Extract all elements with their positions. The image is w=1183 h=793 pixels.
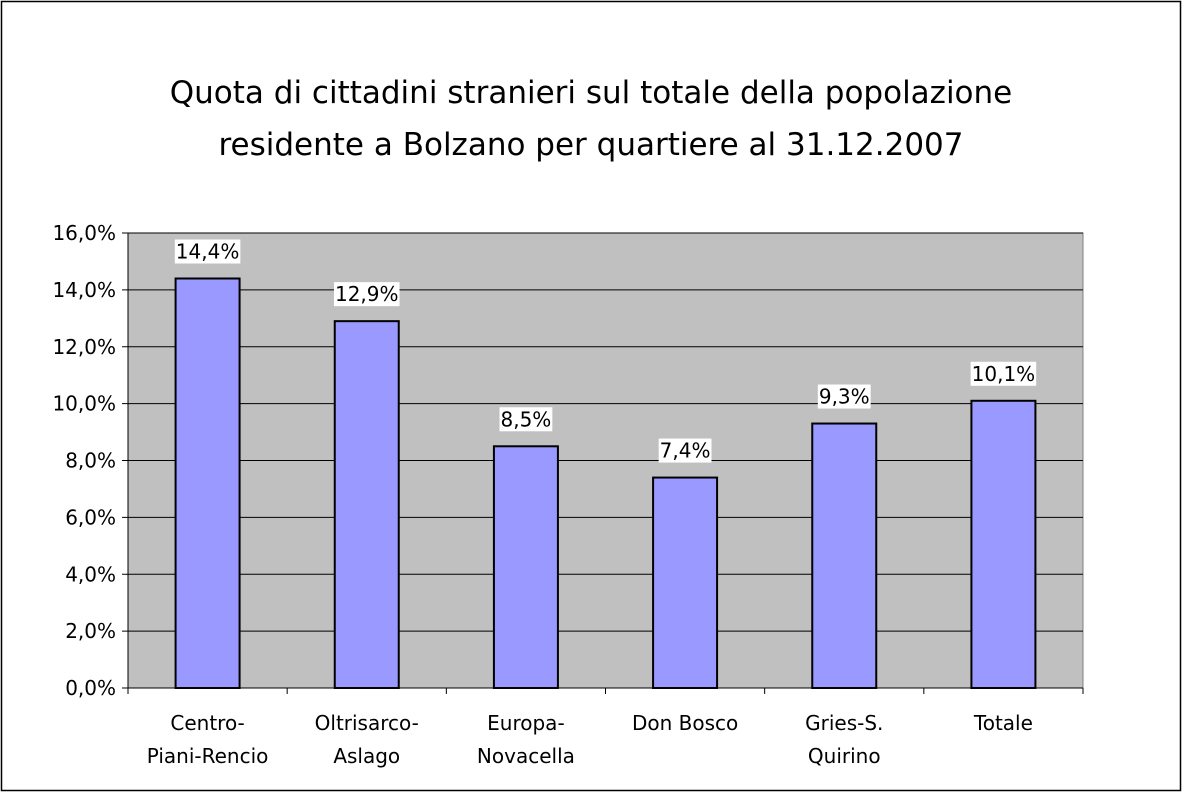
y-tick-label: 6,0%	[65, 505, 116, 529]
bar	[492, 445, 559, 689]
x-tick-label: Centro-Piani-Rencio	[147, 711, 269, 768]
value-label-bg	[658, 438, 712, 463]
bar	[652, 476, 719, 689]
value-label: 9,3%	[819, 385, 870, 409]
y-tick-label: 16,0%	[52, 221, 116, 245]
bar	[174, 277, 241, 689]
y-tick-label: 10,0%	[52, 392, 116, 416]
x-tick-label: Totale	[973, 711, 1033, 735]
value-label: 7,4%	[660, 439, 711, 463]
bar	[970, 399, 1037, 689]
value-label: 8,5%	[501, 407, 552, 431]
y-tick-label: 0,0%	[65, 676, 116, 700]
value-label-bg	[817, 384, 871, 409]
value-label: 10,1%	[972, 362, 1036, 386]
x-tick-label: Oltrisarco-Aslago	[315, 711, 419, 768]
value-label-bg	[499, 407, 553, 432]
y-tick-label: 4,0%	[65, 562, 116, 586]
y-tick-label: 12,0%	[52, 335, 116, 359]
value-label: 14,4%	[176, 240, 240, 264]
value-label-bg	[333, 282, 400, 307]
y-tick-label: 14,0%	[52, 278, 116, 302]
y-tick-label: 8,0%	[65, 449, 116, 473]
y-tick-label: 2,0%	[65, 619, 116, 643]
chart-title: Quota di cittadini stranieri sul totale …	[170, 75, 1013, 163]
value-label-bg	[174, 239, 241, 264]
value-label-bg	[970, 361, 1037, 386]
value-label: 12,9%	[335, 282, 399, 306]
x-tick-label: Don Bosco	[632, 711, 738, 735]
bar	[333, 320, 400, 689]
x-tick-label: Europa-Novacella	[477, 711, 575, 768]
x-tick-label: Gries-S. Quirino	[805, 711, 883, 768]
bar	[811, 422, 878, 689]
